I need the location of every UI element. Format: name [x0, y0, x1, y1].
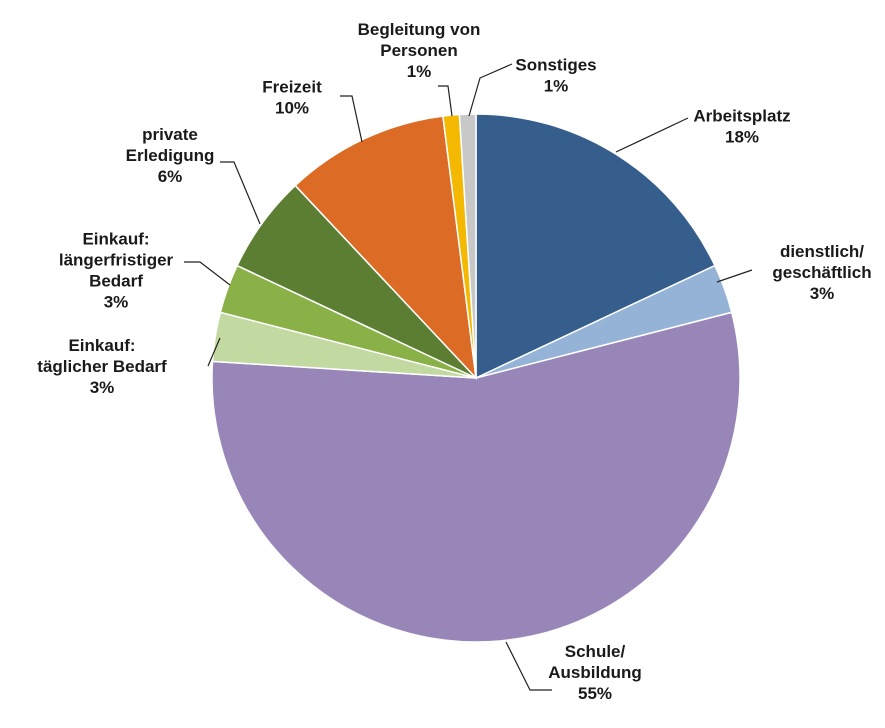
slice-percent: 3% — [810, 284, 835, 303]
slice-labels: Arbeitsplatz 18% dienstlich/geschäftlich 3%… — [37, 20, 871, 703]
pie-slice — [475, 113, 716, 380]
slice-percent: 1% — [407, 62, 432, 81]
leader-line — [340, 95, 363, 143]
pie-slice — [211, 311, 741, 643]
slice-label-line: Arbeitsplatz — [693, 107, 790, 126]
slice-label: Einkauf: längerfristiger Bedarf 3% — [59, 230, 174, 312]
slice-label: Arbeitsplatz 18% — [693, 107, 790, 147]
leader-line — [505, 641, 552, 691]
leader-line — [468, 63, 513, 117]
slice-label-line: dienstlich/ — [780, 242, 864, 261]
slice-label-line: geschäftlich — [772, 263, 871, 282]
leader-line — [716, 269, 753, 283]
slice-percent: 3% — [104, 293, 129, 312]
slice-label-line: Ausbildung — [548, 663, 641, 682]
slice-label: Freizeit 10% — [262, 78, 322, 118]
leader-line — [438, 85, 453, 117]
slice-label: dienstlich/geschäftlich 3% — [772, 242, 871, 303]
slice-label-line: täglicher Bedarf — [37, 357, 167, 376]
slice-label-line: Einkauf: — [82, 230, 149, 249]
slice-label-line: Einkauf: — [68, 336, 135, 355]
leader-line — [207, 337, 221, 367]
leader-lines — [184, 63, 753, 691]
slice-label-line: Sonstiges — [515, 56, 596, 75]
slice-label-line: Bedarf — [89, 272, 143, 291]
slice-percent: 3% — [90, 378, 115, 397]
slice-percent: 6% — [158, 167, 183, 186]
leader-line — [615, 117, 689, 153]
slice-label: Einkauf: täglicher Bedarf 3% — [37, 336, 167, 397]
slice-label-line: private — [142, 125, 198, 144]
slice-label-line: Erledigung — [126, 146, 215, 165]
leader-line — [184, 261, 231, 286]
slice-label: Begleitung von Personen 1% — [358, 20, 481, 81]
slice-label-line: Begleitung von — [358, 20, 481, 39]
slice-label: Sonstiges 1% — [515, 56, 596, 96]
pie-slices — [211, 113, 741, 643]
leader-line — [220, 161, 261, 225]
pie-slice — [294, 115, 478, 381]
slice-label-line: längerfristiger — [59, 251, 174, 270]
slice-label: Schule/Ausbildung 55% — [548, 642, 641, 703]
slice-label-line: Freizeit — [262, 78, 322, 97]
slice-label: private Erledigung 6% — [126, 125, 215, 186]
slice-percent: 1% — [544, 77, 569, 96]
pie-slice — [458, 113, 477, 379]
slice-label-line: Personen — [380, 41, 457, 60]
slice-percent: 18% — [725, 128, 759, 147]
slice-label-line: Schule/ — [565, 642, 626, 661]
slice-percent: 55% — [578, 684, 612, 703]
slice-percent: 10% — [275, 99, 309, 118]
